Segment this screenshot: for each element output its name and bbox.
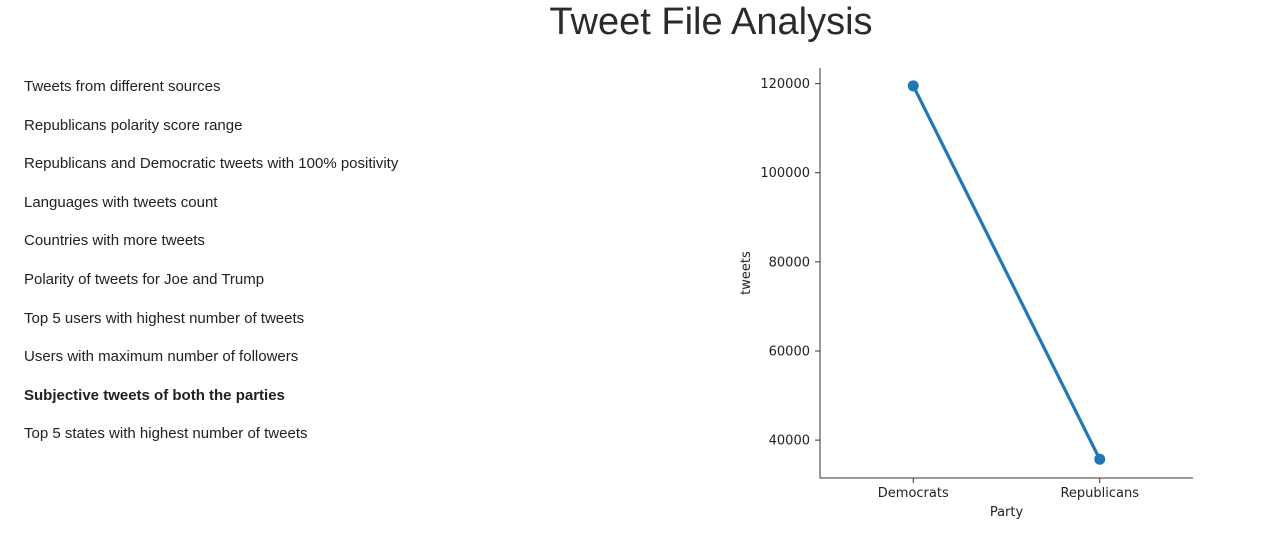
series-line xyxy=(911,84,1102,461)
x-axis-title: Party xyxy=(990,505,1024,520)
chart-svg: 40000 60000 80000 100000 120000 Democrats Repu… xyxy=(739,68,1193,520)
data-point xyxy=(907,80,919,92)
party-tweets-chart: 40000 60000 80000 100000 120000 Democrats Repu… xyxy=(720,60,1220,540)
x-tick-label: Republicans xyxy=(1060,486,1139,501)
menu-item-top-users[interactable]: Top 5 users with highest number of tweet… xyxy=(24,309,305,327)
x-tick-label: Democrats xyxy=(878,486,949,501)
menu-item-languages[interactable]: Languages with tweets count xyxy=(24,193,218,211)
y-tick-label: 40000 xyxy=(769,434,810,449)
page-title: Tweet File Analysis xyxy=(549,1,873,43)
y-tick-label: 60000 xyxy=(769,344,810,359)
menu-item-joe-trump-polarity[interactable]: Polarity of tweets for Joe and Trump xyxy=(24,270,265,288)
menu-item-countries[interactable]: Countries with more tweets xyxy=(24,232,205,250)
y-tick-label: 120000 xyxy=(760,77,810,92)
y-tick-label: 100000 xyxy=(760,166,810,181)
menu-item-subjective-tweets[interactable]: Subjective tweets of both the parties xyxy=(24,386,285,404)
analysis-menu: Tweets from different sources Republican… xyxy=(24,68,544,454)
menu-item-full-positivity[interactable]: Republicans and Democratic tweets with 1… xyxy=(24,155,399,173)
y-axis-title: tweets xyxy=(739,251,754,295)
menu-item-republicans-polarity[interactable]: Republicans polarity score range xyxy=(24,116,243,134)
menu-item-sources[interactable]: Tweets from different sources xyxy=(24,78,221,95)
menu-item-top-states[interactable]: Top 5 states with highest number of twee… xyxy=(24,425,308,443)
y-tick-label: 80000 xyxy=(769,255,810,270)
menu-item-max-followers[interactable]: Users with maximum number of followers xyxy=(24,348,299,366)
data-point xyxy=(1094,453,1106,465)
